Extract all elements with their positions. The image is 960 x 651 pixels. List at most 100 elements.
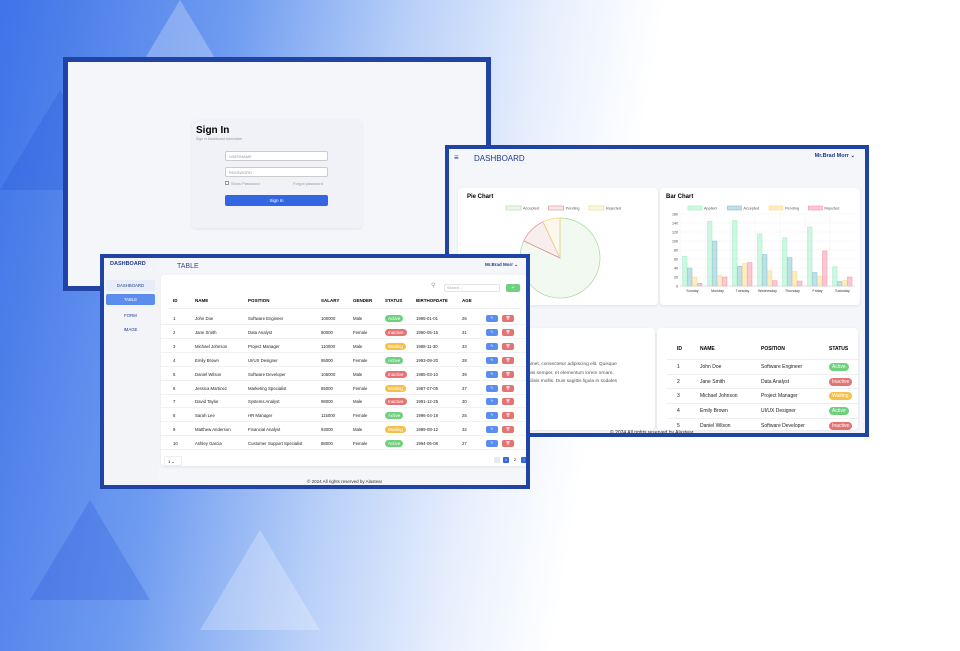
legend-label: Applied: [704, 207, 717, 211]
sidebar-item-table[interactable]: TABLE: [106, 294, 155, 305]
column-header[interactable]: ID: [173, 298, 178, 303]
edit-button[interactable]: ✎: [486, 398, 498, 406]
password-input[interactable]: PASSWORD: [225, 167, 328, 177]
page-1-button[interactable]: 1: [503, 457, 509, 463]
bar-rejected-saturday: [847, 276, 853, 287]
edit-icon: ✎: [490, 316, 494, 320]
edit-button[interactable]: ✎: [486, 384, 498, 392]
legend-label: Accepted: [743, 207, 759, 211]
trash-icon: 🗑: [505, 385, 511, 390]
column-header[interactable]: NAME: [195, 298, 209, 303]
delete-button[interactable]: 🗑: [502, 342, 514, 350]
table-cell: Sarah Lee: [195, 413, 215, 419]
table-cell: 1991-12-25: [416, 399, 438, 405]
sign-in-button[interactable]: Sign In: [225, 195, 328, 206]
user-menu[interactable]: Mr.Brad Morr ⌄: [485, 262, 518, 268]
edit-button[interactable]: ✎: [486, 426, 498, 434]
divider: [169, 308, 521, 309]
column-header[interactable]: ID: [677, 346, 682, 352]
delete-button[interactable]: 🗑: [502, 370, 514, 378]
column-header[interactable]: NAME: [700, 346, 715, 352]
x-tick-label: Saturday: [835, 289, 850, 293]
bar-pending-monday: [717, 274, 723, 287]
delete-button[interactable]: 🗑: [502, 356, 514, 364]
trash-icon: 🗑: [505, 399, 511, 404]
show-password-checkbox[interactable]: [225, 181, 229, 185]
column-header[interactable]: POSITION: [248, 298, 270, 303]
y-tick-label: 120: [672, 230, 678, 234]
sidebar-item-form[interactable]: FORM: [124, 313, 137, 318]
prev-page-button[interactable]: [494, 457, 500, 463]
column-header[interactable]: AGE: [462, 298, 472, 303]
bar-chart: Applied Accepted Pending Rejected 0 20 40 60 80 1…: [672, 205, 855, 293]
column-header[interactable]: BIRTHOFDATE: [416, 298, 448, 303]
sidebar-item-image[interactable]: IMAGE: [123, 327, 138, 332]
sign-in-subtitle: Sign In Dashboard Administer: [196, 137, 243, 141]
edit-button[interactable]: ✎: [486, 328, 498, 336]
table-window: DASHBOARD DASHBOARD TABLE FORM IMAGE TABLE …: [100, 254, 530, 489]
forgot-password-link[interactable]: Forgot password: [293, 181, 323, 186]
delete-button[interactable]: 🗑: [502, 328, 514, 336]
legend-swatch: [768, 205, 784, 211]
table-cell: 5: [677, 422, 680, 429]
edit-button[interactable]: ✎: [486, 342, 498, 350]
table-row: 1 John Doe Software Engineer 100000 Male Acti…: [161, 312, 526, 325]
table-cell: Financial Analyst: [248, 427, 281, 433]
edit-button[interactable]: ✎: [486, 315, 498, 322]
x-tick-label: Thursday: [785, 289, 800, 293]
search-icon[interactable]: ⚲: [431, 283, 436, 289]
pie-chart: Accepted Pending Rejected: [505, 205, 621, 299]
table-row: 5 Daniel Wilson Software Developer 105000 Ma…: [161, 368, 526, 381]
table-cell: 93000: [321, 427, 333, 433]
legend-swatch: [727, 205, 742, 211]
column-header[interactable]: GENDER: [353, 298, 373, 303]
table-cell: Jane Smith: [700, 378, 726, 385]
sidebar-item-dashboard[interactable]: DASHBOARD: [106, 280, 155, 291]
add-button[interactable]: +: [506, 284, 520, 292]
table-cell: UI/UX Designer: [761, 408, 796, 415]
table-cell: Michael Johnson: [700, 393, 738, 400]
delete-button[interactable]: 🗑: [502, 426, 514, 434]
table-cell: 1988-11-30: [416, 343, 438, 349]
user-menu[interactable]: Mr.Brad Morr ⌄: [815, 153, 855, 159]
delete-button[interactable]: 🗑: [502, 412, 514, 420]
status-badge: Waiting: [385, 342, 406, 350]
bar-accepted-sunday: [687, 267, 693, 287]
edit-icon: ✎: [490, 357, 494, 362]
legend-swatch: [687, 205, 703, 211]
delete-button[interactable]: 🗑: [502, 315, 514, 322]
search-input[interactable]: Search ...: [444, 284, 500, 292]
delete-button[interactable]: 🗑: [502, 440, 514, 448]
table-cell: 95000: [321, 357, 333, 363]
trash-icon: 🗑: [505, 343, 511, 348]
column-header[interactable]: POSITION: [761, 346, 785, 352]
column-header[interactable]: STATUS: [829, 346, 849, 352]
username-input[interactable]: USERNAME: [225, 151, 328, 161]
table-cell: 100000: [321, 316, 336, 321]
column-header[interactable]: SALARY: [321, 298, 340, 303]
table-cell: David Taylor: [195, 399, 219, 405]
table-cell: UI/UX Designer: [248, 357, 278, 363]
edit-button[interactable]: ✎: [486, 440, 498, 448]
edit-button[interactable]: ✎: [486, 412, 498, 420]
edit-button[interactable]: ✎: [486, 370, 498, 378]
table-cell: 115000: [321, 413, 336, 419]
table-row: 4 Emily Brown UI/UX Designer 95000 Female Act…: [161, 354, 526, 367]
delete-button[interactable]: 🗑: [502, 384, 514, 392]
edit-icon: ✎: [490, 399, 494, 404]
status-cell: Waiting: [385, 342, 406, 350]
hamburger-menu-icon[interactable]: ≡: [454, 153, 459, 162]
sign-in-title: Sign In: [196, 125, 230, 136]
legend-label: Rejected: [606, 207, 621, 211]
column-header[interactable]: STATUS: [385, 298, 403, 303]
table-cell: Male: [353, 399, 363, 405]
y-tick-label: 40: [674, 266, 678, 270]
status-badge: Active: [385, 356, 404, 364]
edit-button[interactable]: ✎: [486, 356, 498, 364]
delete-button[interactable]: 🗑: [502, 398, 514, 406]
page-2-button[interactable]: 2: [513, 457, 517, 462]
table-cell: Daniel Wilson: [700, 422, 731, 429]
table-cell: Emily Brown: [195, 357, 219, 363]
next-page-button[interactable]: ›: [521, 457, 526, 463]
page-size-select[interactable]: 1 ⌄: [164, 456, 182, 466]
